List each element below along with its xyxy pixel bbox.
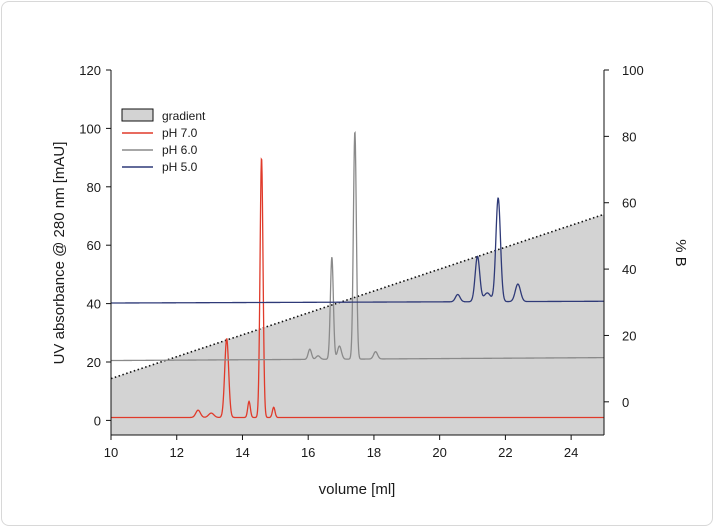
- series-line-0: [111, 157, 604, 419]
- y-tick-label-0: 0: [94, 413, 101, 428]
- y2-tick-label-0: 0: [622, 395, 629, 410]
- axes-layer: 10 12 14 16 18 20 22 24 0 20 40 60 80 100 120 0 20 40 60 80…: [79, 63, 643, 460]
- y2-tick-label-2: 40: [622, 262, 636, 277]
- x-tick-label-4: 18: [367, 445, 381, 460]
- x-tick-label-1: 12: [169, 445, 183, 460]
- y-tick-label-4: 80: [87, 180, 101, 195]
- y-tick-label-6: 120: [79, 63, 101, 78]
- y2-tick-label-3: 60: [622, 196, 636, 211]
- x-tick-label-7: 24: [564, 445, 578, 460]
- legend-swatch-0: [121, 108, 154, 122]
- legend-label-2: pH 6.0: [162, 143, 198, 157]
- series-line-1: [111, 131, 604, 362]
- y-tick-label-3: 60: [87, 238, 101, 253]
- x-tick-label-0: 10: [104, 445, 118, 460]
- series-line-2: [111, 197, 604, 304]
- y-axis-title: UV absorbance @ 280 nm [mAU]: [51, 142, 68, 365]
- y2-axis-title: % B: [672, 239, 689, 267]
- gradient-edge: [111, 213, 604, 380]
- x-tick-label-3: 16: [301, 445, 315, 460]
- series-layer: [111, 131, 604, 419]
- y2-tick-label-4: 80: [622, 129, 636, 144]
- y-tick-label-1: 20: [87, 355, 101, 370]
- y-tick-label-5: 100: [79, 121, 101, 136]
- x-tick-label-6: 22: [498, 445, 512, 460]
- y2-tick-label-5: 100: [622, 63, 644, 78]
- legend: gradient pH 7.0 pH 6.0 pH 5.0: [121, 108, 206, 174]
- legend-label-1: pH 7.0: [162, 126, 198, 140]
- legend-label-3: pH 5.0: [162, 160, 198, 174]
- legend-label-0: gradient: [162, 109, 206, 123]
- x-axis-title: volume [ml]: [319, 481, 396, 498]
- y-tick-label-2: 40: [87, 297, 101, 312]
- x-tick-label-5: 20: [432, 445, 446, 460]
- y2-tick-label-1: 20: [622, 328, 636, 343]
- x-tick-label-2: 14: [235, 445, 249, 460]
